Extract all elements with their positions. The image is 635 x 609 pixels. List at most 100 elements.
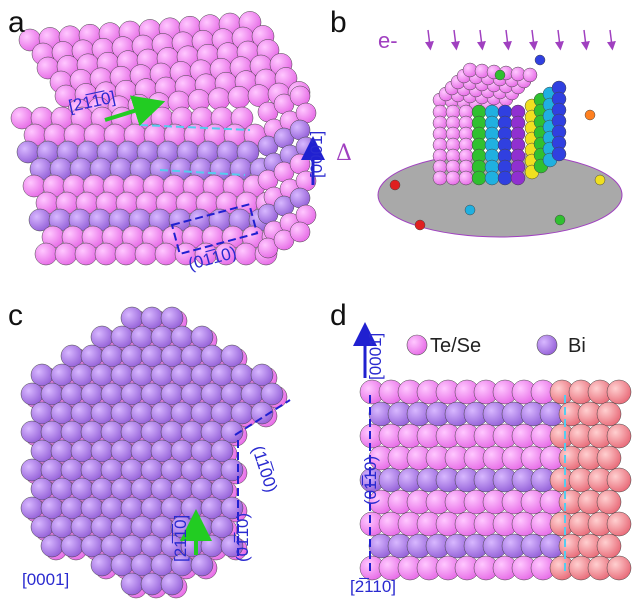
- direction-label: [0001]: [22, 570, 69, 589]
- atom: [151, 364, 173, 386]
- atom: [151, 554, 173, 576]
- atom: [221, 383, 243, 405]
- atom: [31, 402, 53, 424]
- atom: [151, 440, 173, 462]
- plane-label: (01̅10): [361, 456, 380, 505]
- atom: [607, 468, 631, 492]
- atom: [91, 516, 113, 538]
- atom: [221, 345, 243, 367]
- atom: [131, 554, 153, 576]
- atom: [115, 243, 137, 265]
- atom: [51, 478, 73, 500]
- atom: [155, 243, 177, 265]
- atom: [51, 440, 73, 462]
- panel-label: c: [8, 299, 23, 332]
- atom: [181, 345, 203, 367]
- atom: [141, 383, 163, 405]
- atom: [597, 490, 621, 514]
- panel-label: d: [330, 299, 347, 332]
- atom: [161, 345, 183, 367]
- atom: [597, 402, 621, 426]
- atom: [208, 88, 230, 110]
- atom: [41, 459, 63, 481]
- atom: [221, 459, 243, 481]
- atom: [51, 516, 73, 538]
- atom: [607, 512, 631, 536]
- atom: [101, 497, 123, 519]
- atom: [61, 383, 83, 405]
- atom: [201, 383, 223, 405]
- electron-arrow: [454, 30, 456, 46]
- atom: [61, 459, 83, 481]
- atom: [75, 243, 97, 265]
- atom: [161, 383, 183, 405]
- atom: [135, 243, 157, 265]
- atom: [121, 307, 143, 329]
- atom: [171, 364, 193, 386]
- atom: [55, 243, 77, 265]
- atom: [21, 421, 43, 443]
- atom: [131, 440, 153, 462]
- atom: [290, 222, 310, 242]
- atom: [141, 345, 163, 367]
- atom: [31, 478, 53, 500]
- atom: [191, 402, 213, 424]
- atom: [261, 383, 283, 405]
- direction-label: [21̅1̅0]: [171, 515, 190, 562]
- electron-arrow: [558, 30, 560, 46]
- atom: [181, 421, 203, 443]
- atom: [141, 307, 163, 329]
- atom: [597, 534, 621, 558]
- atom: [523, 68, 537, 82]
- atom: [121, 535, 143, 557]
- atom: [433, 171, 447, 185]
- atom: [95, 243, 117, 265]
- atom: [151, 516, 173, 538]
- atom: [390, 180, 400, 190]
- atom: [41, 535, 63, 557]
- atom: [607, 556, 631, 580]
- atom: [91, 478, 113, 500]
- atom: [151, 478, 173, 500]
- atom: [459, 171, 473, 185]
- atom: [201, 459, 223, 481]
- atom: [181, 459, 203, 481]
- atom: [101, 421, 123, 443]
- atom: [81, 459, 103, 481]
- atom: [555, 215, 565, 225]
- atom: [511, 171, 525, 185]
- atom: [91, 402, 113, 424]
- atom: [161, 459, 183, 481]
- panel-label: b: [330, 6, 347, 39]
- atom: [71, 402, 93, 424]
- atom: [201, 497, 223, 519]
- atom: [141, 535, 163, 557]
- atom: [71, 364, 93, 386]
- atom: [81, 497, 103, 519]
- atom: [41, 383, 63, 405]
- legend-swatch: [537, 335, 557, 355]
- atom: [121, 421, 143, 443]
- atom: [101, 535, 123, 557]
- figure: a [21̅1̅0] [0001] (01̅10) b e- Δ c (11̅0…: [0, 0, 635, 609]
- atom: [597, 446, 621, 470]
- atom: [472, 171, 486, 185]
- atom: [211, 478, 233, 500]
- atom: [211, 364, 233, 386]
- atom: [251, 364, 273, 386]
- atom: [121, 497, 143, 519]
- atom: [111, 402, 133, 424]
- electron-arrow: [506, 30, 508, 46]
- atom: [191, 554, 213, 576]
- atom: [161, 421, 183, 443]
- atom: [201, 421, 223, 443]
- plane-label: (11̅00): [248, 443, 281, 494]
- direction-label: [0001]: [307, 131, 326, 178]
- atom: [191, 326, 213, 348]
- legend-label: Bi: [568, 335, 586, 357]
- electron-arrow: [532, 30, 534, 46]
- atom: [61, 421, 83, 443]
- atom: [51, 364, 73, 386]
- atom: [607, 424, 631, 448]
- atom: [131, 364, 153, 386]
